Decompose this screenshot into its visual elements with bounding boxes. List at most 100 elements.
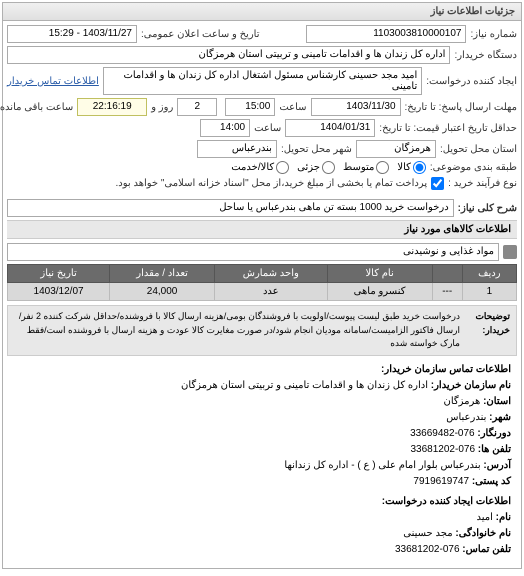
fax-value: 076-33669482: [410, 428, 475, 439]
summary-label: شرح کلی نیاز:: [458, 203, 517, 214]
budget-radio-group: کالا متوسط جزئی کالا/خدمت: [231, 161, 426, 174]
contact-section: اطلاعات تماس سازمان خریدار: نام سازمان خ…: [7, 356, 517, 564]
announce-label: تاریخ و ساعت اعلان عمومی:: [141, 29, 260, 40]
time-label-1: ساعت: [279, 102, 306, 113]
days-value: 2: [177, 98, 217, 116]
c-city-label: شهر:: [489, 412, 511, 423]
row-creator: ایجاد کننده درخواست: امید مجد حسینی کارش…: [7, 67, 517, 95]
req-number-value: 1103003810000107: [306, 25, 466, 43]
address-label: آدرس:: [483, 460, 511, 471]
address-row: آدرس: بندرعباس بلوار امام علی ( ع ) - اد…: [13, 458, 511, 474]
creator2-label: اطلاعات ایجاد کننده درخواست:: [13, 494, 511, 510]
desc-box: توضیحات خریدار: درخواست خرید طبق لیست پی…: [7, 305, 517, 356]
c-province-row: استان: هرمزگان: [13, 394, 511, 410]
row-validity: حداقل تاریخ اعتبار قیمت: تا تاریخ: 1404/…: [7, 119, 517, 137]
process-checkbox[interactable]: [431, 177, 444, 190]
details-panel: جزئیات اطلاعات نیاز شماره نیاز: 11030038…: [2, 2, 522, 569]
budget-label: طبقه بندی موضوعی:: [430, 162, 517, 173]
days-label: روز و: [151, 102, 173, 113]
summary-value: درخواست خرید 1000 بسته تن ماهی بندرعباس …: [7, 199, 454, 217]
c-city-row: شهر: بندرعباس: [13, 410, 511, 426]
cell-name: کنسرو ماهی: [327, 283, 432, 301]
name-row: نام: امید: [13, 510, 511, 526]
radio-small[interactable]: جزئی: [297, 161, 335, 174]
contact-link[interactable]: اطلاعات تماس خریدار: [7, 76, 99, 87]
cphone-row: تلفن تماس: 076-33681202: [13, 542, 511, 558]
cell-qty: 24,000: [110, 283, 215, 301]
postal-row: کد پستی: 7919619747: [13, 474, 511, 490]
c-province-value: هرمزگان: [443, 396, 480, 407]
table-header-row: ردیف نام کالا واحد شمارش تعداد / مقدار ت…: [8, 265, 517, 283]
name-value: امید: [476, 512, 492, 523]
deadline-date: 1403/11/30: [311, 98, 401, 116]
goods-table: ردیف نام کالا واحد شمارش تعداد / مقدار ت…: [7, 264, 517, 301]
fax-label: دورنگار:: [477, 428, 511, 439]
cell-blank: ---: [432, 283, 462, 301]
radio-small-input[interactable]: [322, 161, 335, 174]
radio-medium-input[interactable]: [376, 161, 389, 174]
desc-label: توضیحات خریدار:: [460, 310, 510, 351]
category-value: مواد غذایی و نوشیدنی: [7, 243, 499, 261]
c-province-label: استان:: [483, 396, 511, 407]
validity-label: حداقل تاریخ اعتبار قیمت: تا تاریخ:: [379, 123, 517, 134]
creator-label: ایجاد کننده درخواست:: [426, 76, 517, 87]
countdown-value: 22:16:19: [77, 98, 147, 116]
th-unit: واحد شمارش: [215, 265, 327, 283]
lname-label: نام خانوادگی:: [455, 528, 511, 539]
table-row[interactable]: 1 --- کنسرو ماهی عدد 24,000 1403/12/07: [8, 283, 517, 301]
lname-row: نام خانوادگی: مجد حسینی: [13, 526, 511, 542]
deadline-time: 15:00: [225, 98, 275, 116]
radio-goods[interactable]: کالا: [397, 161, 426, 174]
postal-label: کد پستی:: [472, 476, 511, 487]
announce-value: 1403/11/27 - 15:29: [7, 25, 137, 43]
cell-date: 1403/12/07: [8, 283, 110, 301]
org-label: نام سازمان خریدار:: [431, 380, 511, 391]
req-number-label: شماره نیاز:: [470, 29, 517, 40]
radio-cash-input[interactable]: [276, 161, 289, 174]
city-value: بندرعباس: [197, 140, 277, 158]
th-qty: تعداد / مقدار: [110, 265, 215, 283]
phone-value: 076-33681202: [410, 444, 475, 455]
c-city-value: بندرعباس: [446, 412, 486, 423]
province-label: استان محل تحویل:: [440, 144, 517, 155]
creator-value: امید مجد حسینی کارشناس مسئول اشتغال ادار…: [103, 67, 422, 95]
lname-value: مجد حسینی: [403, 528, 452, 539]
org-value: اداره کل زندان ها و اقدامات تامینی و ترب…: [181, 380, 428, 391]
remaining-label: ساعت باقی مانده: [0, 102, 73, 113]
name-label: نام:: [496, 512, 511, 523]
postal-value: 7919619747: [413, 476, 469, 487]
phone-row: تلفن ها: 076-33681202: [13, 442, 511, 458]
row-buyer: دستگاه خریدار: اداره کل زندان ها و اقدام…: [7, 46, 517, 64]
process-label: نوع فرآیند خرید :: [448, 178, 517, 189]
address-value: بندرعباس بلوار امام علی ( ع ) - اداره کل…: [284, 460, 480, 471]
province-value: هرمزگان: [356, 140, 436, 158]
radio-medium[interactable]: متوسط: [343, 161, 389, 174]
row-process: نوع فرآیند خرید : پرداخت تمام یا بخشی از…: [7, 177, 517, 190]
row-deadline: مهلت ارسال پاسخ: تا تاریخ: 1403/11/30 سا…: [7, 98, 517, 116]
panel-title: جزئیات اطلاعات نیاز: [3, 3, 521, 21]
cphone-label: تلفن تماس:: [462, 544, 511, 555]
validity-date: 1404/01/31: [285, 119, 375, 137]
cphone-value: 076-33681202: [395, 544, 460, 555]
validity-time: 14:00: [200, 119, 250, 137]
th-index: ردیف: [462, 265, 516, 283]
row-category: مواد غذایی و نوشیدنی: [7, 243, 517, 261]
th-name: نام کالا: [327, 265, 432, 283]
row-location: استان محل تحویل: هرمزگان شهر محل تحویل: …: [7, 140, 517, 158]
panel-body: شماره نیاز: 1103003810000107 تاریخ و ساع…: [3, 21, 521, 568]
process-value: پرداخت تمام یا بخشی از مبلغ خرید،از محل …: [116, 178, 428, 189]
goods-section-title: اطلاعات کالاهای مورد نیاز: [7, 220, 517, 239]
row-budget: طبقه بندی موضوعی: کالا متوسط جزئی کالا/خ…: [7, 161, 517, 174]
deadline-label: مهلت ارسال پاسخ: تا تاریخ:: [405, 102, 517, 113]
desc-value: درخواست خرید طبق لیست پیوست/اولویت با فر…: [14, 310, 460, 351]
category-icon: [503, 245, 517, 259]
row-summary: شرح کلی نیاز: درخواست خرید 1000 بسته تن …: [7, 199, 517, 217]
radio-cash[interactable]: کالا/خدمت: [231, 161, 289, 174]
cell-index: 1: [462, 283, 516, 301]
th-date: تاریخ نیاز: [8, 265, 110, 283]
buyer-value: اداره کل زندان ها و اقدامات تامینی و ترب…: [7, 46, 450, 64]
row-req-number: شماره نیاز: 1103003810000107 تاریخ و ساع…: [7, 25, 517, 43]
time-label-2: ساعت: [254, 123, 281, 134]
th-blank: [432, 265, 462, 283]
radio-goods-input[interactable]: [413, 161, 426, 174]
